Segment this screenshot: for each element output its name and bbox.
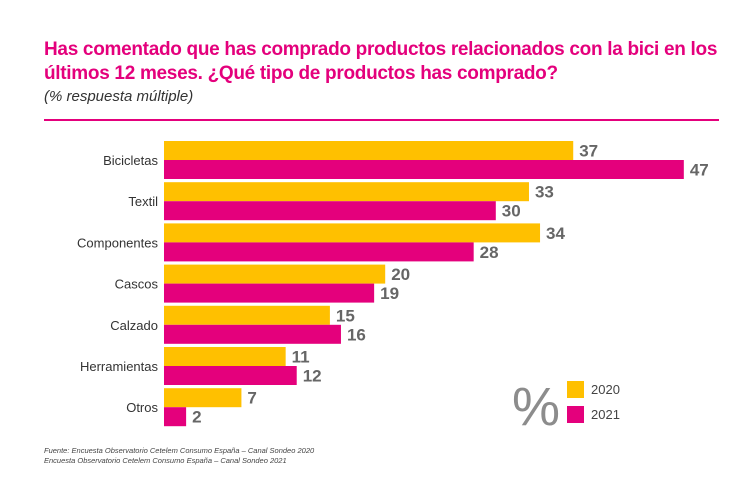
data-label: 33	[535, 183, 554, 202]
bar-2020	[164, 264, 386, 284]
data-label: 11	[292, 348, 310, 367]
category-label: Cascos	[115, 277, 159, 292]
bar-2021	[164, 242, 474, 262]
bar-2020	[164, 347, 286, 366]
data-label: 12	[303, 367, 322, 386]
bar-2020	[164, 182, 529, 202]
data-label: 2	[192, 408, 201, 427]
category-label: Bicicletas	[103, 153, 158, 168]
source-note: Fuente: Encuesta Observatorio Cetelem Co…	[44, 446, 314, 466]
legend-swatch-2020	[567, 381, 584, 398]
data-label: 28	[480, 243, 499, 262]
bar-2021	[164, 283, 375, 303]
data-label: 16	[347, 325, 366, 344]
legend-label: 2021	[591, 407, 620, 422]
percent-symbol: %	[512, 377, 560, 437]
legend-swatch-2021	[567, 406, 584, 423]
bar-2021	[164, 366, 297, 385]
chart-subtitle: (% respuesta múltiple)	[44, 88, 194, 105]
data-label: 37	[579, 142, 598, 161]
bar-2021	[164, 160, 684, 179]
chart-title: Has comentado que has comprado productos…	[44, 39, 718, 84]
data-label: 15	[336, 306, 355, 325]
category-label: Otros	[126, 400, 158, 415]
data-label: 19	[380, 284, 399, 303]
data-label: 47	[690, 161, 709, 180]
category-label: Textil	[128, 194, 158, 209]
bar-2020	[164, 305, 330, 325]
source-line-1: Fuente: Encuesta Observatorio Cetelem Co…	[44, 446, 315, 455]
data-label: 20	[391, 265, 410, 284]
bar-2020	[164, 141, 574, 160]
data-label: 7	[247, 389, 256, 408]
legend-label: 2020	[591, 382, 620, 397]
category-label: Componentes	[77, 235, 158, 250]
bar-2021	[164, 201, 496, 221]
bar-2021	[164, 324, 341, 344]
data-label: 34	[546, 224, 565, 243]
bar-2020	[164, 388, 242, 408]
title-divider	[44, 119, 719, 121]
category-label: Calzado	[110, 318, 158, 333]
source-line-2: Encuesta Observatorio Cetelem Consumo Es…	[44, 456, 287, 465]
bar-2020	[164, 223, 541, 243]
bar-2021	[164, 407, 187, 427]
category-label: Herramientas	[80, 359, 159, 374]
data-label: 30	[502, 202, 521, 221]
